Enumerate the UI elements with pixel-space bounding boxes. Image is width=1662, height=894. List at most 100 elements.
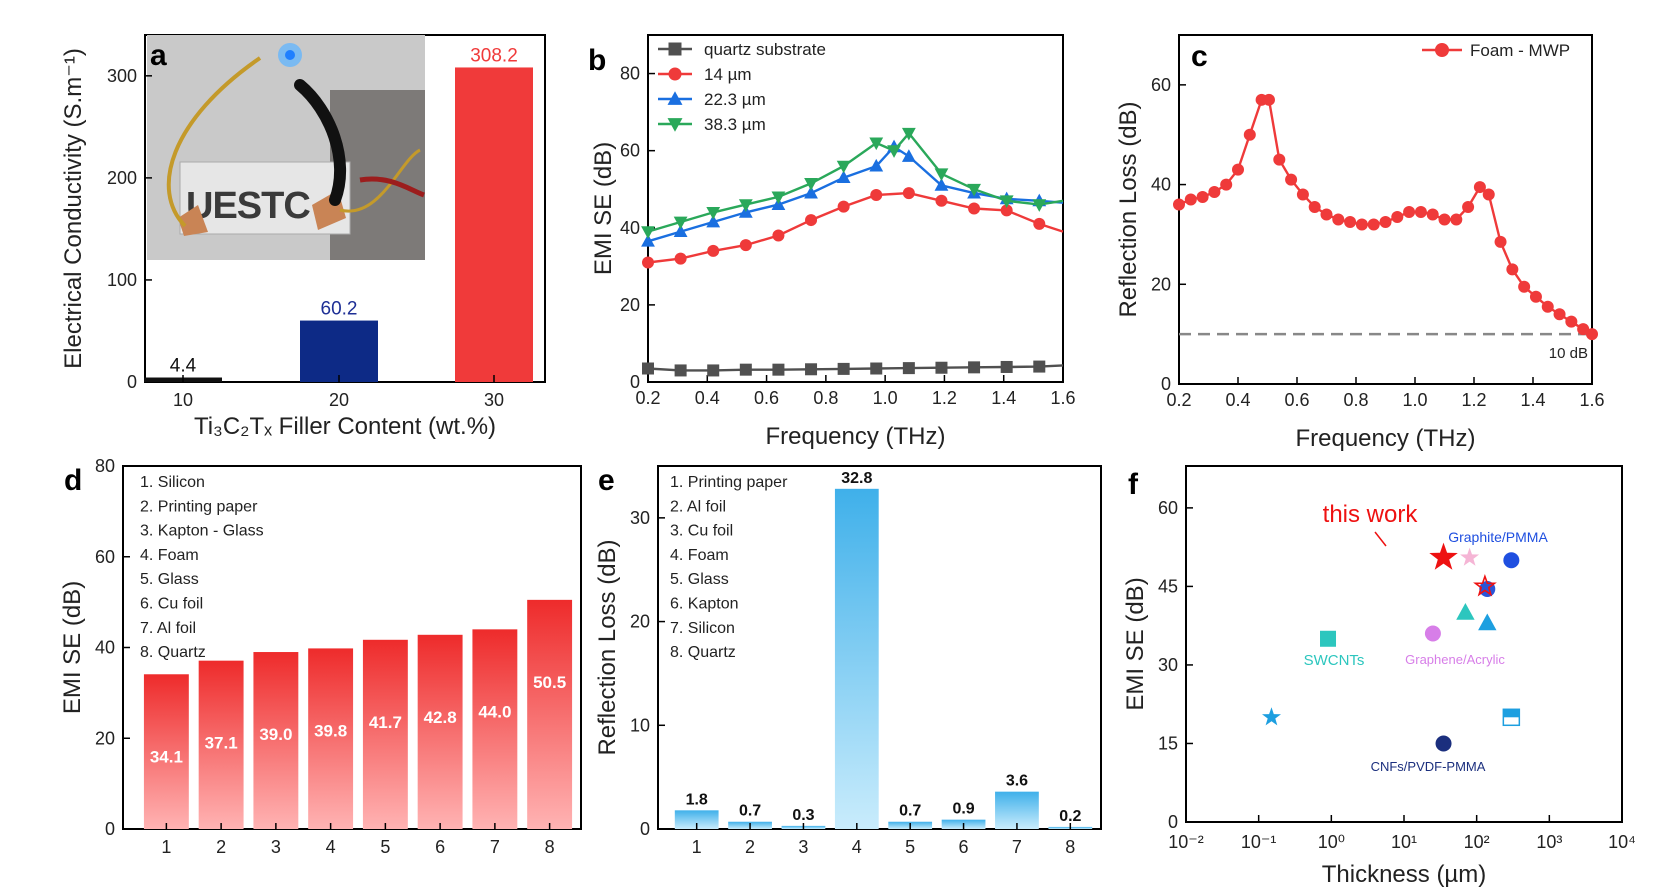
panel-b-point <box>935 361 948 374</box>
panel-c-point <box>1285 173 1298 186</box>
panel-d-ytick-label: 0 <box>105 819 115 839</box>
panel-c-xlabel: Frequency (THz) <box>1295 425 1475 452</box>
panel-d-xtick-label: 4 <box>326 837 336 857</box>
panel-b-point <box>870 189 883 202</box>
panel-e-legend-item: 8. Quartz <box>670 644 736 661</box>
panel-d-bar <box>198 660 244 829</box>
panel-a-xtick-label: 30 <box>484 390 504 410</box>
panel-d-xtick-label: 2 <box>216 837 226 857</box>
panel-b-point <box>674 364 687 377</box>
inset-photo-sign-text: UESTC <box>186 185 310 227</box>
panel-d-xtick-label: 5 <box>380 837 390 857</box>
panel-c-letter: c <box>1191 40 1208 73</box>
panel-c-reference-label: 10 dB <box>1549 345 1588 362</box>
panel-b: 0 20 40 60 80 0.2 0.4 0.6 0.8 1.0 1.2 1.4 1.6 quartz … <box>588 34 1076 450</box>
panel-d-ytick-label: 80 <box>95 456 115 476</box>
panel-c-point <box>1462 201 1475 214</box>
panel-f-point <box>1435 735 1452 752</box>
panel-b-point <box>804 185 818 199</box>
panel-e-legend-item: 4. Foam <box>670 547 729 564</box>
panel-b-point <box>1033 217 1046 230</box>
panel-b-point <box>837 362 850 375</box>
panel-e-legend-item: 6. Kapton <box>670 596 739 613</box>
panel-c-xtick-label: 0.2 <box>1166 390 1191 410</box>
panel-a-ytick-label: 200 <box>107 168 137 188</box>
panel-b-point <box>870 362 883 375</box>
copper-tape-left <box>178 205 208 236</box>
panel-c-point <box>1450 213 1463 226</box>
panel-f-point <box>1320 630 1337 647</box>
panel-c-point <box>1438 213 1451 226</box>
panel-b-point <box>706 214 721 228</box>
panel-b-point <box>968 361 981 374</box>
panel-c-point <box>1518 280 1531 293</box>
panel-d-bar-value-label: 44.0 <box>478 702 511 721</box>
panel-c-point <box>1541 300 1554 313</box>
panel-b-point <box>999 195 1014 208</box>
panel-f-xlabel: Thickness (µm) <box>1322 861 1487 888</box>
panel-b-legend-label: quartz substrate <box>704 40 826 59</box>
panel-c-point <box>1296 188 1309 201</box>
panel-d-xtick-label: 3 <box>271 837 281 857</box>
panel-f-point <box>1503 552 1520 569</box>
panel-d-bar-value-label: 50.5 <box>533 673 566 692</box>
panel-c-point <box>1273 153 1286 166</box>
panel-d-ytick-label: 60 <box>95 547 115 567</box>
panel-f-ytick-label: 60 <box>1158 498 1178 518</box>
panel-e-bar <box>834 488 879 829</box>
led-bulb <box>285 50 295 60</box>
panel-d-letter: d <box>64 464 82 497</box>
panel-c-point <box>1379 215 1392 228</box>
panel-e-bar-value-label: 1.8 <box>686 791 708 808</box>
panel-a-xtick-label: 20 <box>329 390 349 410</box>
panel-a-ytick-label: 300 <box>107 66 137 86</box>
panel-b-xtick-label: 0.2 <box>635 388 660 408</box>
panel-d-legend-item: 4. Foam <box>140 547 199 564</box>
panel-e-ytick-label: 10 <box>630 715 650 735</box>
panel-c-point <box>1208 186 1221 199</box>
panel-b-point <box>739 363 752 376</box>
panel-d-bar-value-label: 39.8 <box>314 721 347 740</box>
panel-b-point <box>805 363 818 376</box>
panel-b-point <box>804 178 818 191</box>
panel-d-ylabel: EMI SE (dB) <box>59 581 86 714</box>
panel-a-xtick-label: 10 <box>173 390 193 410</box>
panel-d-xtick-label: 8 <box>545 837 555 857</box>
panel-c-point <box>1308 201 1321 214</box>
panel-c-point <box>1529 290 1542 303</box>
panel-f-annotation-arrow <box>1374 531 1387 547</box>
panel-c-point <box>1473 181 1486 194</box>
panel-d-xtick-label: 1 <box>161 837 171 857</box>
panel-c-point <box>1577 323 1590 336</box>
panel-c-point <box>1506 263 1519 276</box>
panel-c-chart: 0 20 40 60 0.2 0.4 0.6 0.8 1.0 1.2 1.4 1.6 10 dB Foam… <box>1115 41 1605 452</box>
panel-f-ytick-label: 0 <box>1168 812 1178 832</box>
panel-c-point <box>1553 308 1566 321</box>
panel-e-xtick-label: 8 <box>1065 837 1075 857</box>
panel-f-chart: 0 15 30 45 60 10⁻² 10⁻¹ 10⁰ 10¹ 10² 10³ 10⁴ this wor… <box>1122 498 1636 888</box>
panel-a-bar <box>455 67 533 382</box>
inset-wire-gold-2 <box>339 148 421 213</box>
panel-a-bar <box>300 320 378 382</box>
panel-a-xlabel: Ti₃C₂Tₓ Filler Content (wt.%) <box>194 413 496 440</box>
panel-b-point <box>641 226 655 239</box>
panel-e-xtick-label: 4 <box>852 837 862 857</box>
panel-e-chart: 0 10 20 30 1.8 1 0.7 2 0.3 3 32.8 4 0.7 5 0.9 6 3.6 7 0.2 8… <box>594 470 1093 857</box>
panel-b-ytick-label: 20 <box>620 295 640 315</box>
panel-d-bar <box>308 648 354 829</box>
panel-c-point <box>1232 163 1244 176</box>
panel-f-point <box>1429 542 1458 570</box>
panel-d-bar <box>143 674 189 829</box>
panel-f-xtick-label: 10⁴ <box>1608 832 1636 852</box>
panel-b-point <box>673 216 688 230</box>
panel-c-xtick-label: 1.6 <box>1579 390 1604 410</box>
panel-e-bar-value-label: 0.9 <box>952 801 974 818</box>
panel-c-point <box>1344 215 1357 228</box>
panel-c-point <box>1243 128 1256 141</box>
panel-d-bar <box>253 652 299 829</box>
panel-a-bar-value-label: 308.2 <box>470 45 518 66</box>
panel-e-bar-value-label: 0.7 <box>899 803 921 820</box>
panel-b-xtick-label: 1.4 <box>991 388 1016 408</box>
panel-b-point <box>869 158 884 172</box>
panel-f-point <box>1473 573 1497 597</box>
